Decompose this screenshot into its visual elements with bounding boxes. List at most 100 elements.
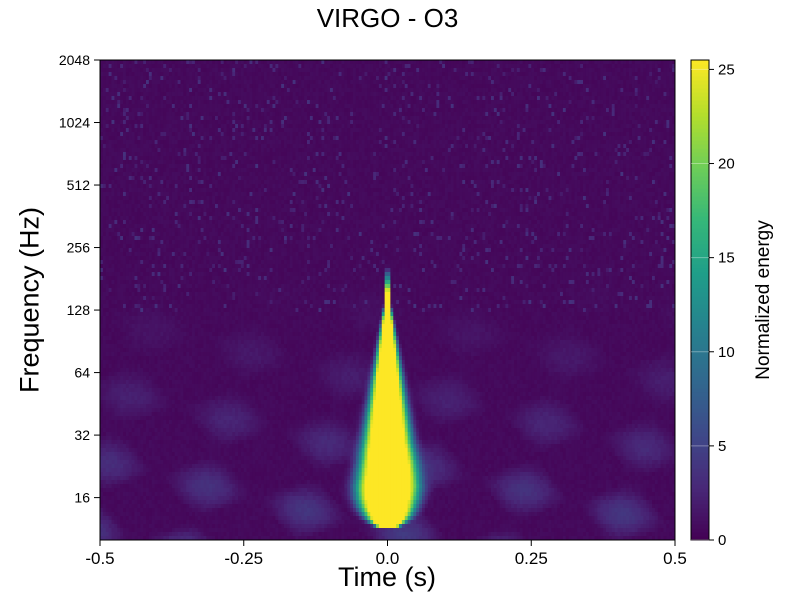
heatmap-cell bbox=[157, 88, 161, 93]
heatmap-cell bbox=[539, 76, 544, 81]
heatmap-cell bbox=[453, 84, 458, 89]
heatmap-cell bbox=[125, 124, 130, 129]
heatmap-cell bbox=[341, 60, 345, 65]
heatmap-cell bbox=[404, 124, 409, 129]
heatmap-cell bbox=[456, 124, 460, 129]
heatmap-cell bbox=[220, 132, 225, 137]
heatmap-cell bbox=[146, 136, 150, 141]
heatmap-cell bbox=[243, 88, 248, 93]
heatmap-cell bbox=[528, 128, 532, 133]
heatmap-cell bbox=[298, 124, 302, 129]
heatmap-cell bbox=[640, 104, 644, 109]
heatmap-cell bbox=[298, 80, 302, 85]
heatmap-cell bbox=[355, 112, 360, 117]
heatmap-cell bbox=[545, 104, 550, 109]
heatmap-cell bbox=[660, 128, 665, 133]
heatmap-cell bbox=[468, 136, 472, 141]
heatmap-cell bbox=[390, 124, 394, 129]
heatmap-cell bbox=[390, 136, 394, 141]
heatmap-cell bbox=[499, 76, 504, 81]
heatmap-cell bbox=[240, 120, 245, 125]
heatmap-cell bbox=[672, 80, 675, 85]
heatmap-cell bbox=[367, 72, 371, 77]
heatmap-cell bbox=[580, 88, 584, 93]
heatmap-cell bbox=[292, 116, 297, 121]
heatmap-cell bbox=[312, 112, 317, 117]
heatmap-cell bbox=[488, 104, 492, 109]
heatmap-cell bbox=[235, 116, 239, 121]
heatmap-cell bbox=[413, 120, 417, 125]
heatmap-cell bbox=[376, 80, 380, 85]
heatmap-cell bbox=[183, 80, 187, 85]
heatmap-cell bbox=[496, 104, 501, 109]
heatmap-cell bbox=[134, 96, 138, 101]
heatmap-cell bbox=[614, 128, 619, 133]
heatmap-cell bbox=[439, 80, 443, 85]
heatmap-cell bbox=[197, 96, 202, 101]
heatmap-cell bbox=[508, 112, 512, 117]
heatmap-cell bbox=[238, 100, 242, 105]
heatmap-cell bbox=[542, 132, 547, 137]
heatmap-cell bbox=[623, 64, 627, 69]
heatmap-cell bbox=[597, 60, 601, 65]
heatmap-cell bbox=[660, 84, 665, 89]
heatmap-cell bbox=[416, 92, 420, 97]
heatmap-cell bbox=[312, 72, 317, 77]
heatmap-cell bbox=[197, 68, 202, 73]
heatmap-cell bbox=[626, 104, 630, 109]
heatmap-cell bbox=[194, 128, 199, 133]
heatmap-cell bbox=[134, 128, 138, 133]
heatmap-cell bbox=[597, 72, 601, 77]
heatmap-cell bbox=[238, 128, 242, 133]
heatmap-cell bbox=[370, 136, 374, 141]
heatmap-cell bbox=[387, 120, 391, 125]
heatmap-cell bbox=[163, 76, 167, 81]
heatmap-cell bbox=[272, 96, 276, 101]
heatmap-cell bbox=[539, 112, 544, 117]
heatmap-cell bbox=[652, 64, 656, 69]
heatmap-cell bbox=[387, 104, 391, 109]
heatmap-cell bbox=[496, 64, 501, 69]
heatmap-cell bbox=[235, 84, 239, 89]
heatmap-cell bbox=[117, 68, 121, 73]
heatmap-cell bbox=[298, 132, 302, 137]
heatmap-cell bbox=[364, 80, 368, 85]
heatmap-cell bbox=[301, 116, 305, 121]
heatmap-cell bbox=[657, 124, 662, 129]
heatmap-cell bbox=[591, 84, 596, 89]
heatmap-cell bbox=[617, 108, 621, 113]
heatmap-cell bbox=[531, 132, 535, 137]
heatmap-cell bbox=[344, 60, 348, 65]
heatmap-cell bbox=[652, 80, 656, 85]
heatmap-cell bbox=[646, 116, 650, 121]
heatmap-cell bbox=[137, 128, 141, 133]
heatmap-cell bbox=[226, 124, 230, 129]
heatmap-cell bbox=[378, 116, 383, 121]
heatmap-cell bbox=[496, 108, 501, 113]
heatmap-cell bbox=[243, 68, 248, 73]
heatmap-cell bbox=[309, 76, 314, 81]
heatmap-cell bbox=[649, 112, 653, 117]
heatmap-cell bbox=[505, 68, 509, 73]
heatmap-cell bbox=[606, 116, 610, 121]
heatmap-cell bbox=[209, 80, 213, 85]
heatmap-cell bbox=[508, 132, 512, 137]
heatmap-cell bbox=[370, 128, 374, 133]
heatmap-cell bbox=[511, 76, 515, 81]
heatmap-cell bbox=[180, 104, 184, 109]
heatmap-cell bbox=[539, 132, 544, 137]
heatmap-cell bbox=[528, 136, 532, 141]
heatmap-cell bbox=[186, 136, 190, 141]
heatmap-cell bbox=[258, 132, 262, 137]
heatmap-cell bbox=[643, 92, 647, 97]
heatmap-cell bbox=[353, 140, 357, 145]
heatmap-cell bbox=[608, 108, 613, 113]
heatmap-cell bbox=[171, 140, 176, 145]
heatmap-cell bbox=[447, 64, 452, 69]
heatmap-cell bbox=[399, 92, 403, 97]
heatmap-cell bbox=[611, 92, 616, 97]
heatmap-cell bbox=[456, 132, 460, 137]
heatmap-cell bbox=[203, 92, 207, 97]
heatmap-cell bbox=[232, 136, 236, 141]
heatmap-cell bbox=[292, 128, 297, 133]
